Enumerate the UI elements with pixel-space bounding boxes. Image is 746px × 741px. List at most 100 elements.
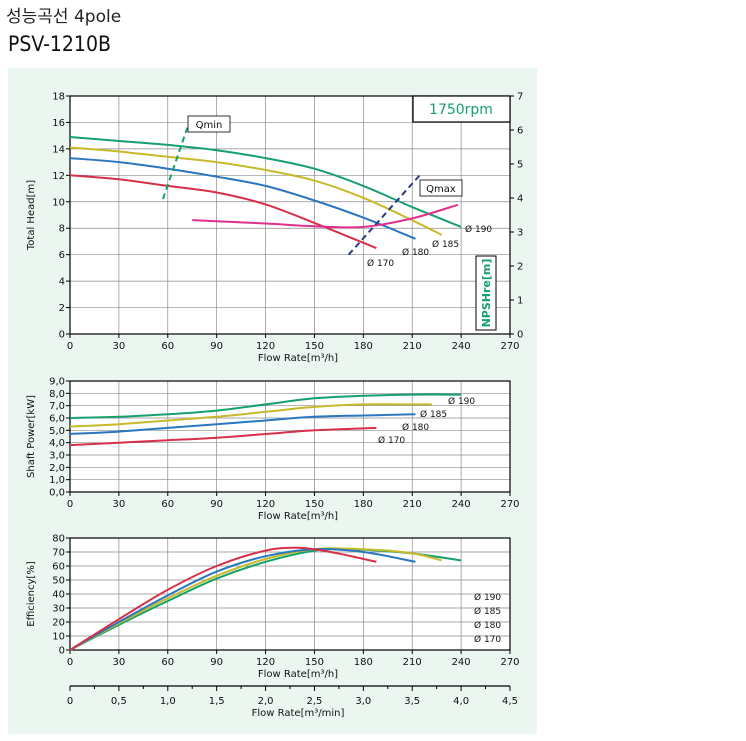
- eff-legend-item: Ø 180: [474, 620, 501, 631]
- qmin-label: Qmin: [196, 120, 223, 131]
- head-x-axis-title: Flow Rate[m³/h]: [258, 353, 338, 364]
- head-y2-tick-label: 1: [517, 296, 523, 307]
- npshre-label-box: [475, 255, 497, 331]
- rpm-box: [412, 95, 511, 123]
- power-y-tick-label: 9,0: [49, 377, 65, 388]
- power-x-tick-label: 210: [403, 499, 422, 510]
- power-series-line: [69, 403, 432, 428]
- eff-x-tick-label: 150: [305, 657, 324, 668]
- x2-tick-label: 4,0: [453, 696, 469, 707]
- head-y-tick-label: 18: [52, 92, 65, 103]
- rpm-label: 1750rpm: [429, 102, 493, 118]
- x2-tick-label: 2,5: [306, 696, 322, 707]
- head-x-tick-label: 0: [67, 341, 73, 352]
- eff-y-tick-label: 60: [52, 562, 65, 573]
- eff-y-tick-label: 80: [52, 534, 65, 545]
- power-y-tick-label: 0,0: [49, 488, 65, 499]
- eff-x-tick-label: 30: [113, 657, 126, 668]
- power-x-tick-label: 30: [113, 499, 126, 510]
- eff-x-tick-label: 210: [403, 657, 422, 668]
- head-y-tick-label: 8: [59, 224, 65, 235]
- head-x-tick-label: 210: [403, 341, 422, 352]
- head-x-tick-label: 270: [500, 341, 519, 352]
- eff-x-tick-label: 60: [161, 657, 174, 668]
- eff-x-tick-label: 240: [452, 657, 471, 668]
- head-frame: [69, 95, 511, 335]
- x2-tick-label: 1,5: [209, 696, 225, 707]
- eff-series-line: [69, 546, 377, 651]
- power-plot-area: [70, 381, 510, 492]
- eff-x-tick-label: 180: [354, 657, 373, 668]
- eff-y-tick-label: 70: [52, 548, 65, 559]
- npshre-axis-title: NPSHre[m]: [480, 259, 493, 328]
- head-y-tick-label: 0: [59, 330, 65, 341]
- eff-legend-item: Ø 185: [474, 606, 501, 617]
- power-y-tick-label: 6,0: [49, 414, 65, 425]
- eff-series-line: [69, 547, 442, 651]
- eff-x-axis-title: Flow Rate[m³/h]: [258, 669, 338, 680]
- eff-legend-item: Ø 190: [474, 592, 501, 603]
- eff-x-tick-label: 270: [500, 657, 519, 668]
- head-x-tick-label: 90: [210, 341, 223, 352]
- head-curve-label: Ø 170: [367, 258, 394, 269]
- x2-tick-label: 1,0: [160, 696, 176, 707]
- head-y-tick-label: 6: [59, 250, 65, 261]
- korean-title: 성능곡선 4pole: [6, 7, 122, 27]
- power-x-tick-label: 270: [500, 499, 519, 510]
- eff-x-tick-label: 90: [210, 657, 223, 668]
- x2-tick-label: 4,5: [502, 696, 518, 707]
- eff-y-tick-label: 30: [52, 604, 65, 615]
- qmin-line: [161, 127, 189, 200]
- power-x-axis-title: Flow Rate[m³/h]: [258, 511, 338, 522]
- qmax-line: [347, 172, 423, 256]
- power-series-line: [69, 393, 462, 419]
- head-y2-tick-label: 2: [517, 262, 523, 273]
- power-x-tick-label: 150: [305, 499, 324, 510]
- head-y2-tick-label: 0: [517, 330, 523, 341]
- head-x-tick-label: 180: [354, 341, 373, 352]
- power-y-tick-label: 5,0: [49, 426, 65, 437]
- x2-tick-label: 0: [67, 696, 73, 707]
- head-curve-label: Ø 180: [402, 247, 429, 258]
- head-y-axis-title: Total Head[m]: [26, 180, 37, 251]
- head-series-line: [69, 157, 416, 240]
- eff-y-tick-label: 40: [52, 590, 65, 601]
- eff-y-tick-label: 0: [59, 646, 65, 657]
- x2-tick-label: 3,0: [355, 696, 371, 707]
- eff-x-tick-label: 120: [256, 657, 275, 668]
- power-curve-label: Ø 185: [420, 409, 447, 420]
- power-x-tick-label: 240: [452, 499, 471, 510]
- head-y2-tick-label: 7: [517, 92, 523, 103]
- head-x-tick-label: 240: [452, 341, 471, 352]
- power-y-tick-label: 2,0: [49, 463, 65, 474]
- x2-axis-title: Flow Rate[m³/min]: [252, 708, 345, 719]
- power-y-tick-label: 7,0: [49, 401, 65, 412]
- power-y-tick-label: 8,0: [49, 389, 65, 400]
- qmin-box: [187, 115, 231, 133]
- x2-tick-label: 0,5: [111, 696, 127, 707]
- power-x-tick-label: 0: [67, 499, 73, 510]
- eff-y-axis-title: Efficiency[%]: [26, 561, 37, 627]
- eff-series-line: [69, 548, 416, 651]
- head-y2-tick-label: 6: [517, 126, 523, 137]
- power-y-tick-label: 4,0: [49, 438, 65, 449]
- power-curve-label: Ø 170: [378, 435, 405, 446]
- power-x-tick-label: 180: [354, 499, 373, 510]
- head-plot-area: [70, 96, 510, 334]
- power-x-tick-label: 60: [161, 499, 174, 510]
- power-series-line: [69, 413, 416, 435]
- head-y-tick-label: 14: [52, 144, 65, 155]
- head-x-tick-label: 150: [305, 341, 324, 352]
- head-y-tick-label: 12: [52, 171, 65, 182]
- qmax-label: Qmax: [426, 184, 456, 195]
- power-x-tick-label: 90: [210, 499, 223, 510]
- power-curve-label: Ø 180: [402, 422, 429, 433]
- power-frame: [69, 380, 511, 493]
- head-x-tick-label: 120: [256, 341, 275, 352]
- head-curve-label: Ø 190: [465, 224, 492, 235]
- head-series-line: [69, 146, 443, 236]
- head-y2-tick-label: 4: [517, 194, 523, 205]
- head-y-tick-label: 2: [59, 303, 65, 314]
- power-x-tick-label: 120: [256, 499, 275, 510]
